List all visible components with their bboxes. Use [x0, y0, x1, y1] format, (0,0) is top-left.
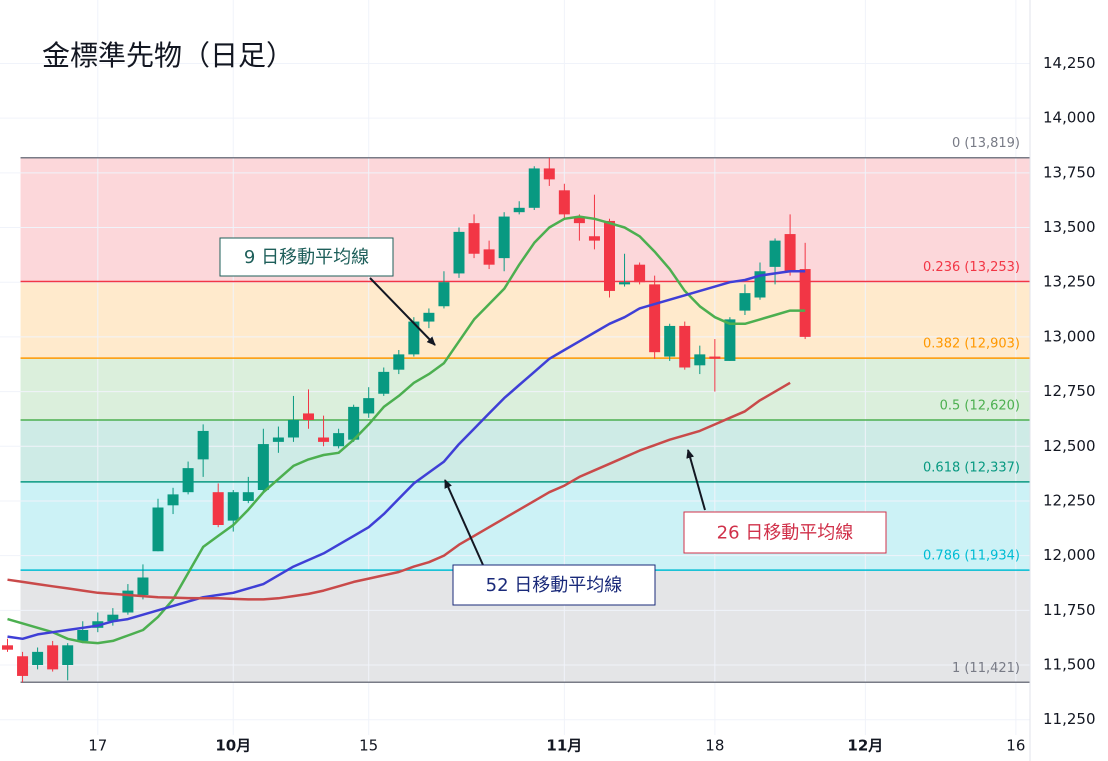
candle-body	[393, 354, 405, 370]
candle-body	[694, 354, 706, 366]
fib-label: 0.618 (12,337)	[923, 460, 1020, 475]
candle-body	[197, 430, 209, 460]
candle-body	[242, 492, 254, 501]
candle-body	[438, 282, 450, 307]
fib-band	[20, 358, 1031, 420]
candle-body	[649, 284, 661, 353]
candle-body	[287, 420, 299, 438]
y-tick-label: 13,000	[1043, 327, 1096, 345]
y-tick-label: 12,000	[1043, 546, 1096, 564]
candle-body	[348, 406, 360, 440]
candle-body	[468, 223, 480, 254]
candle-body	[573, 216, 585, 224]
candle-body	[724, 319, 736, 361]
candle-body	[122, 590, 134, 613]
candle-body	[408, 321, 420, 355]
candle-body	[619, 282, 631, 285]
candle-body	[77, 630, 89, 641]
y-tick-label: 14,250	[1043, 54, 1096, 72]
fib-label: 0.382 (12,903)	[923, 337, 1020, 352]
annotation-box	[452, 564, 656, 606]
candle-body	[62, 645, 74, 665]
candle-body	[604, 220, 615, 291]
ma-line	[7, 381, 791, 601]
y-tick-label: 14,000	[1043, 109, 1096, 127]
candle-body	[152, 507, 164, 552]
annotation-text: 9 日移動平均線	[244, 247, 369, 268]
y-tick-label: 11,500	[1043, 656, 1096, 674]
candle-body	[588, 236, 600, 241]
annotation-box	[219, 237, 394, 277]
candle-body	[664, 325, 676, 357]
ma-line	[7, 215, 806, 645]
candle-body	[513, 207, 525, 213]
candle-body	[2, 645, 13, 650]
candle-body	[799, 269, 811, 337]
fib-label: 0.5 (12,620)	[940, 399, 1020, 414]
x-tick-label: 11月	[546, 737, 582, 755]
annotation-arrow	[369, 277, 436, 346]
candle-body	[47, 645, 59, 670]
annotation-box	[683, 511, 887, 554]
candle-body	[483, 249, 495, 265]
candle-body	[528, 168, 540, 208]
fib-label: 0.236 (13,253)	[923, 260, 1020, 275]
candle-body	[378, 371, 390, 394]
candle-body	[679, 325, 691, 368]
candle-body	[318, 437, 330, 442]
x-tick-label: 15	[359, 737, 378, 755]
fib-label: 0.786 (11,934)	[923, 549, 1020, 564]
y-tick-label: 13,750	[1043, 163, 1096, 181]
candle-body	[167, 494, 179, 506]
annotation-arrow	[444, 479, 484, 566]
x-tick-label: 17	[88, 737, 107, 755]
y-tick-label: 11,750	[1043, 601, 1096, 619]
candle-body	[257, 444, 269, 490]
y-tick-label: 12,250	[1043, 491, 1096, 509]
fib-label: 1 (11,421)	[952, 661, 1020, 676]
candle-body	[784, 234, 796, 272]
y-tick-label: 12,500	[1043, 437, 1096, 455]
candle-body	[212, 492, 224, 525]
candle-body	[634, 264, 646, 283]
candle-body	[333, 433, 345, 447]
annotation-arrow	[686, 449, 706, 511]
candle-body	[363, 398, 375, 414]
fib-band	[20, 157, 1031, 282]
candle-body	[182, 468, 194, 493]
annotation-text: 26 日移動平均線	[717, 523, 854, 544]
candle-body	[709, 356, 721, 359]
candle-body	[423, 312, 435, 322]
ma-line	[7, 270, 806, 641]
candle-body	[272, 437, 284, 442]
candle-body	[453, 231, 465, 274]
candle-body	[498, 216, 510, 259]
y-tick-label: 13,250	[1043, 273, 1096, 291]
candle-body	[17, 656, 29, 676]
candle-body	[754, 271, 766, 298]
y-tick-label: 13,500	[1043, 218, 1096, 236]
x-tick-label: 12月	[847, 737, 883, 755]
candle-body	[137, 577, 149, 595]
y-tick-label: 12,750	[1043, 382, 1096, 400]
x-tick-label: 16	[1006, 737, 1025, 755]
candle-body	[558, 190, 570, 215]
candle-body	[107, 614, 119, 622]
candle-body	[543, 168, 555, 180]
fib-label: 0 (13,819)	[952, 136, 1020, 151]
x-tick-label: 10月	[215, 737, 251, 755]
y-tick-label: 11,250	[1043, 710, 1096, 728]
x-tick-label: 18	[705, 737, 724, 755]
candle-body	[739, 293, 751, 311]
fib-band	[20, 281, 1031, 359]
fib-band	[20, 420, 1031, 482]
annotation-text: 52 日移動平均線	[486, 575, 623, 596]
candle-body	[769, 240, 781, 267]
candle-body	[303, 413, 314, 420]
candle-body	[227, 492, 239, 521]
chart-title: 金標準先物（日足）	[42, 39, 294, 72]
candle-body	[32, 651, 44, 665]
